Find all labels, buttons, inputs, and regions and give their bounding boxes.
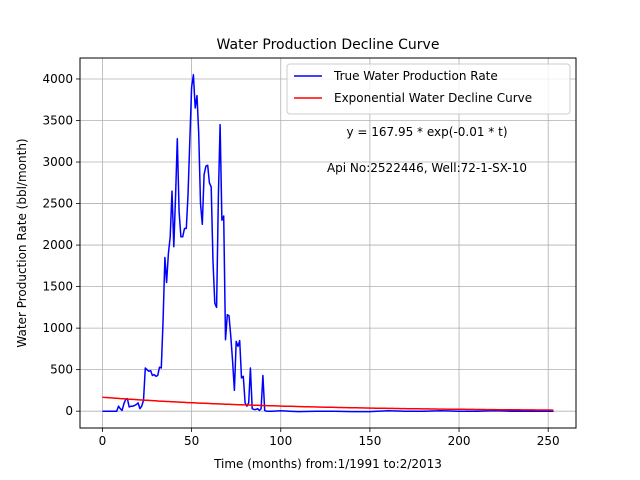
y-axis-title: Water Production Rate (bbl/month)	[15, 138, 29, 347]
y-tick-label: 3000	[42, 155, 73, 169]
x-axis-title: Time (months) from:1/1991 to:2/2013	[213, 457, 442, 471]
chart-title: Water Production Decline Curve	[217, 37, 440, 53]
well-annotation: Api No:2522446, Well:72-1-SX-10	[327, 161, 527, 175]
x-tick-label: 100	[269, 434, 292, 448]
plot-frame	[79, 57, 577, 429]
series-line-exponential-fit	[102, 396, 554, 411]
y-tick-label: 500	[50, 363, 73, 377]
series-layer	[102, 74, 554, 413]
legend-box	[286, 63, 571, 115]
y-tick-label: 0	[65, 404, 73, 418]
y-tick-label: 1000	[42, 321, 73, 335]
legend: True Water Production Rate Exponential W…	[286, 63, 571, 115]
legend-label-exponential-fit: Exponential Water Decline Curve	[334, 91, 532, 105]
y-tick-label: 2500	[42, 197, 73, 211]
axis-ticks: 0 50 100 150 200 2500500100015002000250030003…	[42, 72, 559, 448]
series-line-true-rate	[102, 74, 554, 413]
y-tick-label: 4000	[42, 72, 73, 86]
x-tick-label: 50	[184, 434, 199, 448]
equation-annotation: y = 167.95 * exp(-0.01 * t)	[346, 125, 507, 139]
x-tick-label: 250	[537, 434, 560, 448]
legend-label-true-rate: True Water Production Rate	[333, 69, 498, 83]
x-tick-label: 150	[358, 434, 381, 448]
x-tick-label: 0	[99, 434, 107, 448]
y-tick-label: 1500	[42, 280, 73, 294]
y-tick-label: 3500	[42, 113, 73, 127]
x-tick-label: 200	[448, 434, 471, 448]
y-tick-label: 2000	[42, 238, 73, 252]
